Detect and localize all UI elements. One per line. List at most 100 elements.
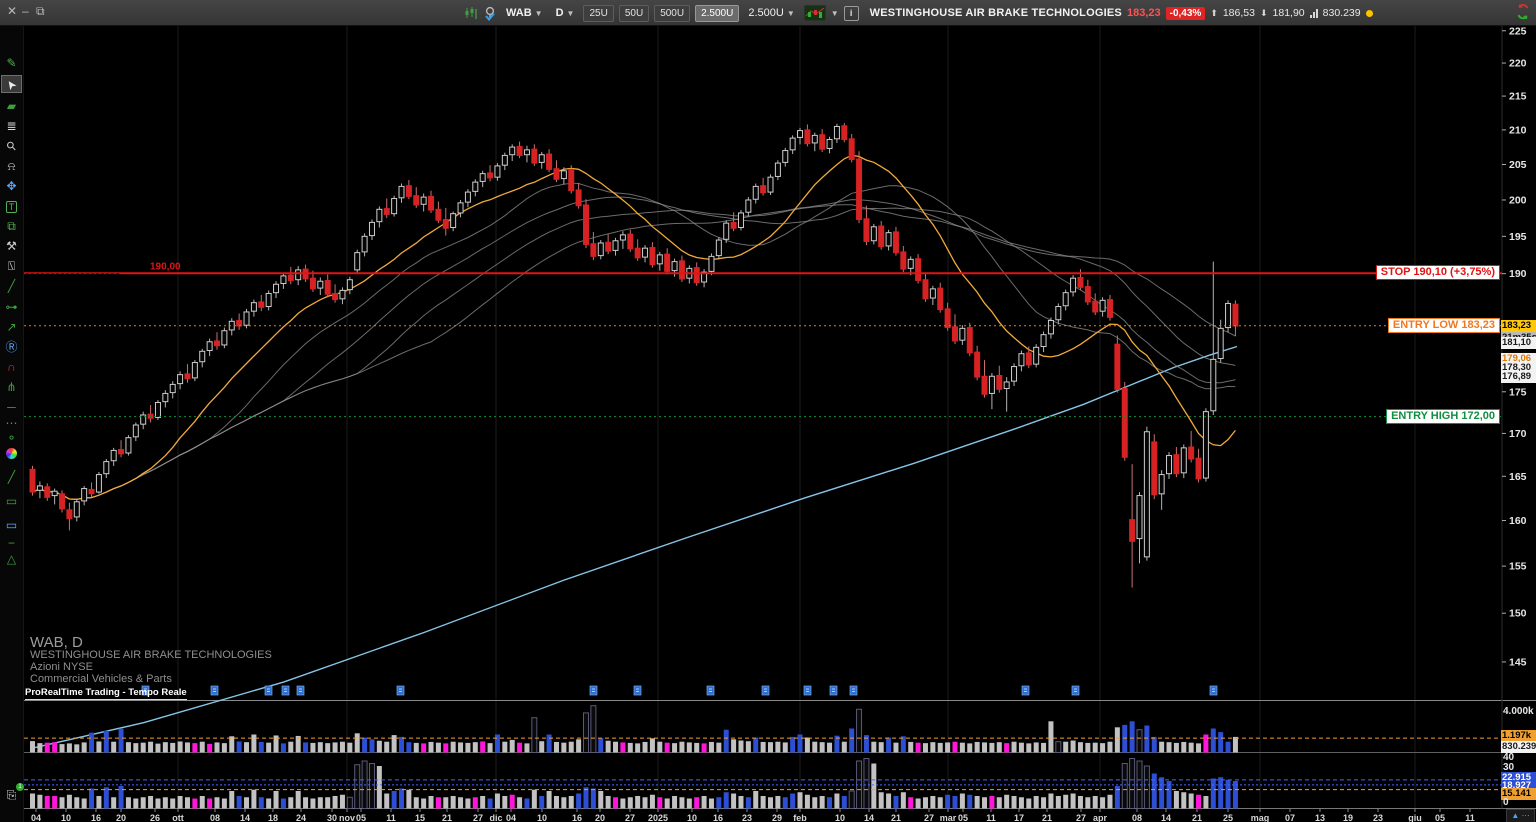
refresh-icon[interactable] xyxy=(1514,3,1532,21)
restore-icon[interactable]: ⧉ xyxy=(36,4,45,18)
minimize-icon[interactable]: – xyxy=(22,4,29,18)
polygon-icon[interactable]: △ xyxy=(6,552,17,566)
scroll-to-latest-button[interactable]: ▲ ⋯ xyxy=(1506,809,1535,822)
close-icon[interactable]: ✕ xyxy=(7,4,18,18)
fan-lines-icon[interactable]: ⋔ xyxy=(6,380,17,394)
svg-text:26: 26 xyxy=(150,813,160,822)
gray-ma-line xyxy=(32,199,1236,500)
svg-text:215: 215 xyxy=(1509,91,1527,103)
svg-text:225: 225 xyxy=(1509,26,1527,37)
axis-scale-label: 30 xyxy=(1503,762,1515,773)
price-axis[interactable]: 225 220 215 210 205 200 195 190 175 170 165 160 155 1… xyxy=(1502,26,1527,668)
horizontal-line-icon[interactable]: ─ xyxy=(7,400,16,414)
svg-text:05: 05 xyxy=(958,813,968,822)
eraser-icon[interactable]: ▰ xyxy=(6,99,17,113)
svg-text:190,00: 190,00 xyxy=(150,262,181,273)
text-tool-icon[interactable]: T xyxy=(1,197,22,215)
trend-line-icon[interactable]: ╱ xyxy=(7,279,16,293)
period-dropdown[interactable]: D ▼ xyxy=(555,7,575,19)
symbol-dropdown[interactable]: WAB ▼ xyxy=(506,7,543,19)
chart-canvas[interactable]: 2252202152102052001951901751701651601551… xyxy=(24,26,1536,822)
draw-pencil-icon[interactable]: ✎ xyxy=(6,56,17,70)
svg-text:08: 08 xyxy=(1132,813,1142,822)
units-500-button[interactable]: 500U xyxy=(654,4,691,22)
rect-handles-icon[interactable]: ▭ xyxy=(5,494,18,508)
alert-bell-icon[interactable]: ⍾ xyxy=(7,159,16,173)
day-low: 181,90 xyxy=(1272,7,1305,19)
svg-text:170: 170 xyxy=(1509,428,1527,440)
svg-text:apr: apr xyxy=(1093,813,1108,822)
zoom-icon[interactable]: ⚲ xyxy=(3,137,20,155)
svg-text:16: 16 xyxy=(713,813,723,822)
axis-scale-label: 0 xyxy=(1503,797,1509,808)
retracement-icon[interactable]: Ⓡ xyxy=(5,340,18,354)
entry-low-label[interactable]: ENTRY LOW 183,23 xyxy=(1387,318,1500,333)
news-doc-icon xyxy=(296,685,305,696)
svg-text:10: 10 xyxy=(687,813,697,822)
svg-text:150: 150 xyxy=(1509,608,1527,620)
svg-text:23: 23 xyxy=(1373,813,1383,822)
svg-text:21: 21 xyxy=(1192,813,1202,822)
layout-doc-icon[interactable]: ⎘ 1 xyxy=(1,783,24,804)
date-axis[interactable]: 04 10 16 20 26 ott 08 14 18 24 30 nov 05 11 15 21 27 dic 0… xyxy=(31,808,1475,822)
svg-text:nov: nov xyxy=(339,813,355,822)
ma-badge: 181,10 xyxy=(1501,337,1536,349)
key-level-icon[interactable]: ⚬ xyxy=(6,431,17,445)
svg-text:165: 165 xyxy=(1509,471,1527,483)
duplicate-icon[interactable]: ⧉ xyxy=(7,219,16,233)
more-tools-icon[interactable]: ⋯ xyxy=(1,818,22,822)
last-volume-badge: 830.239 xyxy=(1501,741,1536,753)
units-dropdown[interactable]: 2.500U ▼ xyxy=(748,7,795,19)
svg-text:16: 16 xyxy=(91,813,101,822)
units-25-button[interactable]: 25U xyxy=(583,4,614,22)
svg-text:20: 20 xyxy=(116,813,126,822)
svg-text:ott: ott xyxy=(172,813,184,822)
entry-high-label[interactable]: ENTRY HIGH 172,00 xyxy=(1386,409,1500,424)
color-wheel-icon[interactable] xyxy=(1,445,22,463)
tools-icon[interactable]: ⚒ xyxy=(6,239,17,253)
last-price-badge: 183,23 xyxy=(1501,320,1536,332)
units-50-button[interactable]: 50U xyxy=(618,4,650,22)
axis-scale-label: 40 xyxy=(1503,752,1515,763)
chart-style-icon[interactable] xyxy=(803,5,826,21)
news-doc-icon xyxy=(281,685,290,696)
svg-text:mag: mag xyxy=(1251,813,1270,822)
gray-ma-line xyxy=(32,182,1236,500)
info-button[interactable]: i xyxy=(843,5,859,21)
svg-text:14: 14 xyxy=(1161,813,1171,822)
svg-text:08: 08 xyxy=(210,813,220,822)
svg-text:16: 16 xyxy=(572,813,582,822)
segment-icon[interactable]: ⊶ xyxy=(5,300,18,314)
event-icons[interactable] xyxy=(141,685,1218,696)
news-doc-icon xyxy=(1021,685,1030,696)
news-doc-icon xyxy=(761,685,770,696)
svg-text:205: 205 xyxy=(1509,159,1527,171)
news-doc-icon xyxy=(803,685,812,696)
search-check-icon[interactable] xyxy=(483,6,497,21)
news-doc-icon xyxy=(1209,685,1218,696)
svg-text:21: 21 xyxy=(442,813,452,822)
news-doc-icon xyxy=(396,685,405,696)
dots-icon[interactable]: ⋯ xyxy=(5,416,18,430)
short-line-icon[interactable]: − xyxy=(7,536,15,550)
svg-text:145: 145 xyxy=(1509,656,1527,668)
diagonal-line-icon[interactable]: ╱ xyxy=(7,470,16,484)
stop-order-label[interactable]: STOP 190,10 (+3,75%) xyxy=(1375,265,1500,280)
magnet-icon[interactable]: ∩ xyxy=(7,360,16,374)
move-icon[interactable]: ✥ xyxy=(6,179,17,193)
ma-badge: 176,89 xyxy=(1501,371,1536,383)
trash-icon[interactable]: ⍂ xyxy=(7,259,16,273)
cursor-icon[interactable]: ➤ xyxy=(1,75,22,94)
chart-style-dropdown[interactable]: ▼ xyxy=(830,8,839,18)
indicator-list-icon[interactable]: ≣ xyxy=(6,119,17,133)
chevron-down-icon: ▼ xyxy=(534,8,543,18)
svg-text:04: 04 xyxy=(506,813,516,822)
rectangle-icon[interactable]: ▭ xyxy=(5,518,18,532)
units-2500-button[interactable]: 2.500U xyxy=(695,4,740,22)
news-doc-icon xyxy=(589,685,598,696)
gray-ma-line xyxy=(32,196,1236,500)
arrow-icon[interactable]: ↗ xyxy=(6,320,17,334)
news-doc-icon xyxy=(210,685,219,696)
svg-text:13: 13 xyxy=(1315,813,1325,822)
